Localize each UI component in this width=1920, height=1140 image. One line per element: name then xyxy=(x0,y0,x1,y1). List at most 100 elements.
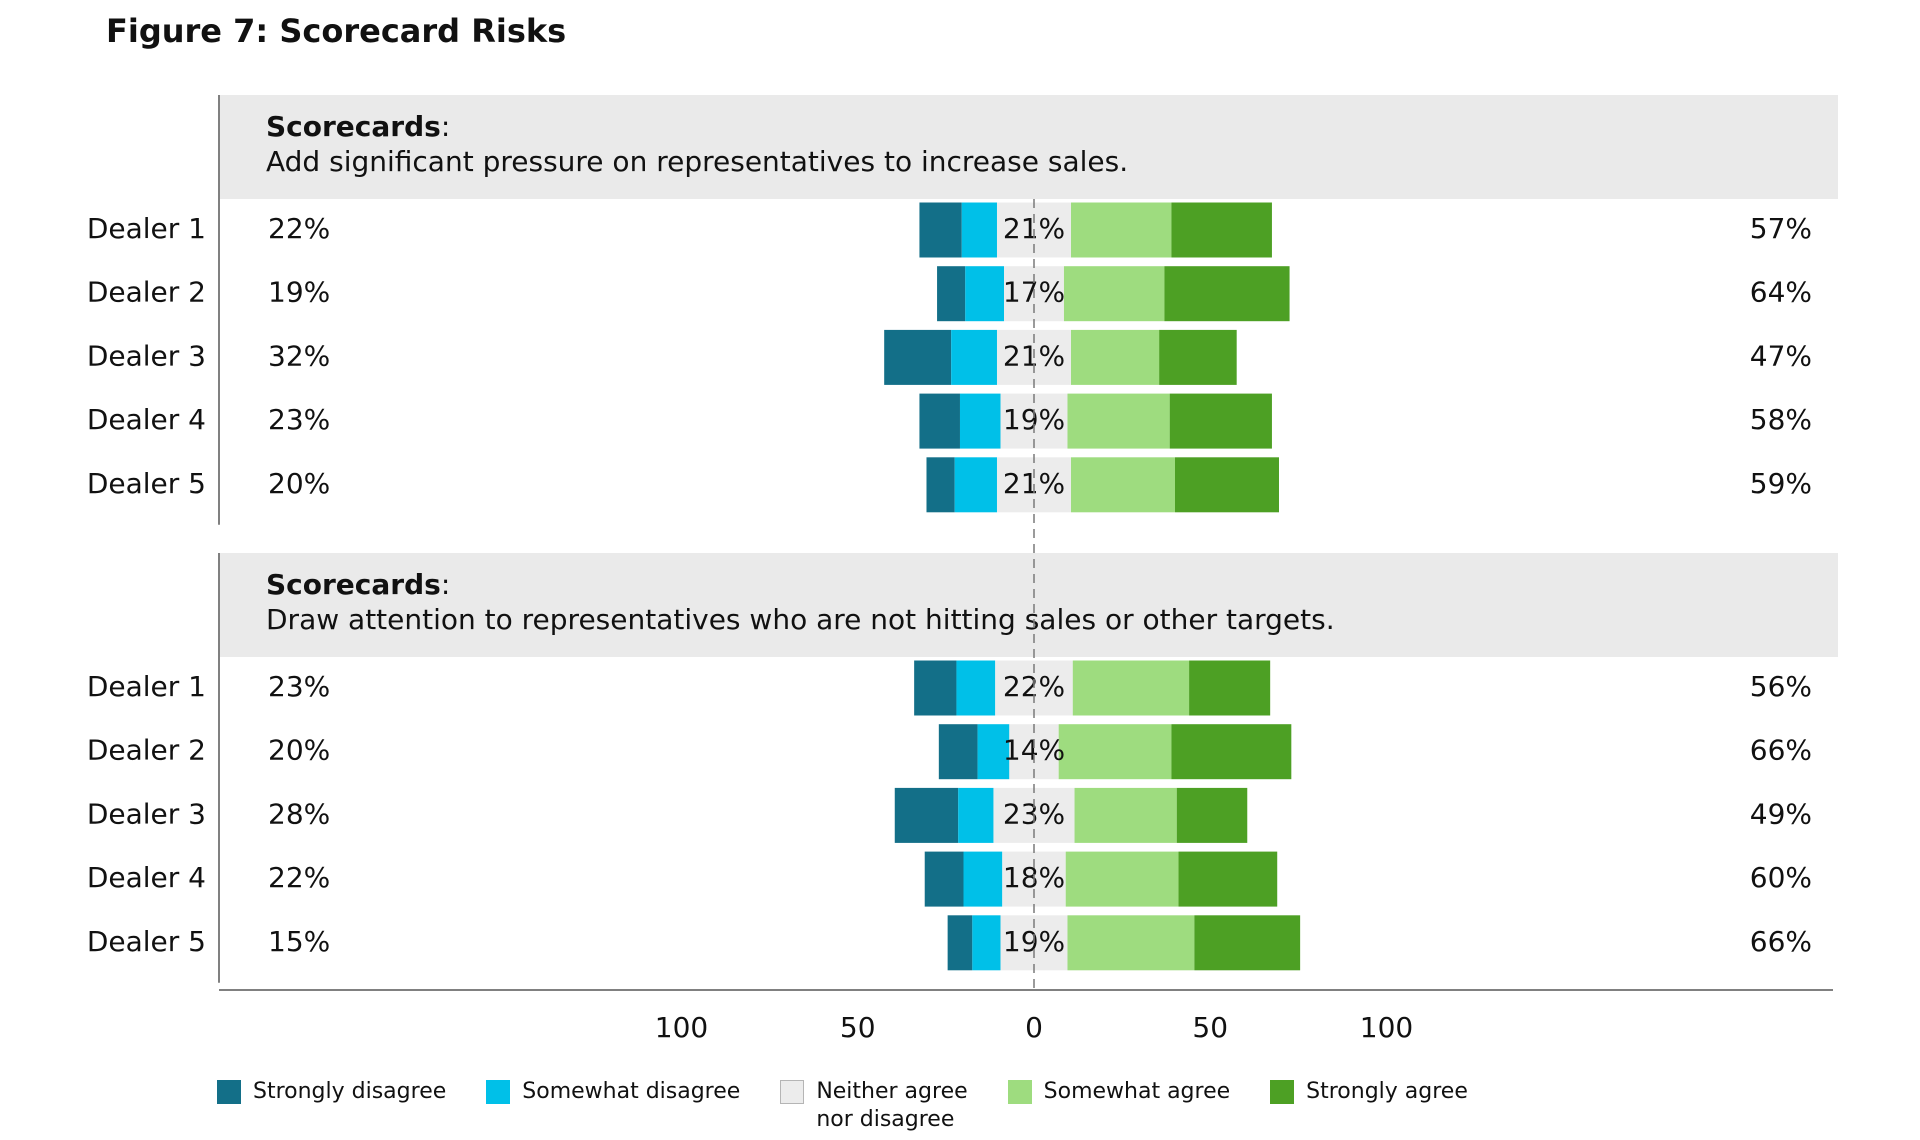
legend-label-strongly-disagree: Strongly disagree xyxy=(253,1079,447,1104)
panel-1-row-2-bar-somewhat-disagree xyxy=(965,266,1005,322)
panel-1-row-2-disagree-pct: 19% xyxy=(268,276,330,309)
panel-1-row-1-bar-somewhat-agree xyxy=(1071,202,1172,258)
legend-label-neither: Neither agree nor disagree xyxy=(816,1079,968,1132)
panel-1-row-4-bar-somewhat-agree xyxy=(1067,393,1170,449)
x-tick-label-1: 100 xyxy=(655,1011,708,1044)
panel-2-row-4-label: Dealer 4 xyxy=(87,861,206,894)
panel-1-row-5-agree-pct: 59% xyxy=(1750,467,1812,500)
panel-1-row-4-agree-pct: 58% xyxy=(1750,403,1812,436)
figure-title: Figure 7: Scorecard Risks xyxy=(106,12,567,50)
panel-1-row-4-bar-strongly-agree xyxy=(1169,393,1272,449)
panel-1-row-4-bar-strongly-disagree xyxy=(919,393,960,449)
legend-swatch-somewhat-disagree xyxy=(486,1080,511,1104)
panel-2-row-3-bar-somewhat-disagree xyxy=(958,787,994,843)
panel-2-heading-colon: : xyxy=(441,568,450,601)
panel-1-heading-colon: : xyxy=(441,110,450,143)
x-tick-label-2: 50 xyxy=(840,1011,876,1044)
panel-2-row-1-bar-somewhat-disagree xyxy=(956,660,996,716)
x-tick-label-4: 50 xyxy=(1192,1011,1228,1044)
panel-2-row-4-agree-pct: 60% xyxy=(1750,861,1812,894)
panel-2-row-2-bar-somewhat-disagree xyxy=(977,724,1010,780)
panel-2-row-3-bar-somewhat-agree xyxy=(1074,787,1177,843)
panel-2-row-2-bar-somewhat-agree xyxy=(1058,724,1172,780)
panel-1-row-1-bar-strongly-agree xyxy=(1171,202,1272,258)
panel-2-row-2-bar-strongly-disagree xyxy=(938,724,978,780)
panel-1-row-3-disagree-pct: 32% xyxy=(268,339,330,372)
panel-2-row-4-bar-somewhat-disagree xyxy=(963,851,1003,907)
legend-swatch-somewhat-agree xyxy=(1007,1080,1032,1104)
panel-1-row-5-disagree-pct: 20% xyxy=(268,467,330,500)
panel-1-row-3-bar-strongly-agree xyxy=(1159,329,1237,385)
panel-2-row-3-agree-pct: 49% xyxy=(1750,797,1812,830)
panel-2-row-5-label: Dealer 5 xyxy=(87,925,206,958)
panel-2-row-3-disagree-pct: 28% xyxy=(268,797,330,830)
legend-item-strongly-agree: Strongly agree xyxy=(1270,1078,1468,1134)
panel-1-row-4-label: Dealer 4 xyxy=(87,403,206,436)
panel-1-subtitle: Add significant pressure on representati… xyxy=(266,145,1128,178)
legend-swatch-strongly-agree xyxy=(1270,1080,1295,1104)
panel-2-row-4-bar-strongly-agree xyxy=(1178,851,1278,907)
legend-item-neither: Neither agree nor disagree xyxy=(780,1078,968,1134)
panel-2-row-1-disagree-pct: 23% xyxy=(268,670,330,703)
panel-1-row-2-bar-somewhat-agree xyxy=(1063,266,1165,322)
panel-2-row-3-label: Dealer 3 xyxy=(87,797,206,830)
panel-1-row-1-label: Dealer 1 xyxy=(87,212,206,245)
panel-1-row-3-agree-pct: 47% xyxy=(1750,339,1812,372)
panel-2-heading: Scorecards: xyxy=(266,568,450,601)
panel-1-row-5-label: Dealer 5 xyxy=(87,467,206,500)
panel-2-row-5-agree-pct: 66% xyxy=(1750,925,1812,958)
panel-2-row-5-bar-strongly-agree xyxy=(1194,915,1301,971)
panel-2-row-3-bar-strongly-agree xyxy=(1176,787,1248,843)
legend-label-somewhat-disagree: Somewhat disagree xyxy=(522,1079,741,1104)
legend-label-somewhat-agree: Somewhat agree xyxy=(1043,1079,1231,1104)
panel-2-row-1-bar-strongly-disagree xyxy=(914,660,957,716)
legend-label-strongly-agree: Strongly agree xyxy=(1306,1079,1468,1104)
panel-1-row-1-bar-somewhat-disagree xyxy=(961,202,997,258)
panel-1-row-1-agree-pct: 57% xyxy=(1750,212,1812,245)
panel-2-row-1-bar-somewhat-agree xyxy=(1072,660,1190,716)
panel-1-row-5-bar-strongly-agree xyxy=(1175,457,1279,513)
x-tick-label-3: 0 xyxy=(1025,1011,1043,1044)
panel-1-row-3-bar-somewhat-agree xyxy=(1071,329,1160,385)
panel-1-row-3-label: Dealer 3 xyxy=(87,339,206,372)
panel-2-header-bg xyxy=(219,553,1838,657)
x-tick-label-5: 100 xyxy=(1360,1011,1413,1044)
panel-1-row-2-agree-pct: 64% xyxy=(1750,276,1812,309)
panel-2-row-5-bar-somewhat-disagree xyxy=(972,915,1001,971)
panel-1-row-2-bar-strongly-disagree xyxy=(937,266,966,322)
panel-2-row-5-bar-somewhat-agree xyxy=(1067,915,1195,971)
panel-1-row-3-bar-somewhat-disagree xyxy=(951,329,997,385)
panel-2-row-2-agree-pct: 66% xyxy=(1750,734,1812,767)
legend-item-strongly-disagree: Strongly disagree xyxy=(217,1078,446,1134)
panel-2-row-5-bar-strongly-disagree xyxy=(947,915,973,971)
panel-1-row-2-bar-strongly-agree xyxy=(1164,266,1290,322)
panel-1-row-5-bar-somewhat-agree xyxy=(1071,457,1175,513)
panel-2-subtitle: Draw attention to representatives who ar… xyxy=(266,603,1335,636)
panel-2-row-5-disagree-pct: 15% xyxy=(268,925,330,958)
panel-1-row-1-disagree-pct: 22% xyxy=(268,212,330,245)
panel-2-row-3-bar-strongly-disagree xyxy=(894,787,959,843)
panel-1-header-bg xyxy=(219,95,1838,199)
panel-1-row-4-disagree-pct: 23% xyxy=(268,403,330,436)
panel-2-row-4-bar-strongly-disagree xyxy=(924,851,964,907)
panel-2-row-2-disagree-pct: 20% xyxy=(268,734,330,767)
legend-item-somewhat-disagree: Somewhat disagree xyxy=(486,1078,740,1134)
panel-2-row-4-disagree-pct: 22% xyxy=(268,861,330,894)
panel-1-row-5-bar-somewhat-disagree xyxy=(954,457,997,513)
legend-swatch-strongly-disagree xyxy=(217,1080,241,1104)
panel-2-row-2-label: Dealer 2 xyxy=(87,734,206,767)
panel-2-row-1-bar-strongly-agree xyxy=(1189,660,1271,716)
panel-1-row-5-bar-strongly-disagree xyxy=(926,457,955,513)
panel-1-heading: Scorecards: xyxy=(266,110,450,143)
panel-1-row-3-bar-strongly-disagree xyxy=(884,329,952,385)
panel-2-row-1-label: Dealer 1 xyxy=(87,670,206,703)
legend-item-somewhat-agree: Somewhat agree xyxy=(1007,1078,1231,1134)
panel-2-row-1-agree-pct: 56% xyxy=(1750,670,1812,703)
panel-2-row-2-bar-strongly-agree xyxy=(1171,724,1292,780)
panel-1-row-1-bar-strongly-disagree xyxy=(919,202,962,258)
panel-1-row-4-bar-somewhat-disagree xyxy=(959,393,1001,449)
legend-swatch-neither xyxy=(780,1080,805,1104)
panel-1-row-2-label: Dealer 2 xyxy=(87,276,206,309)
chart-legend: Strongly disagree Somewhat disagree Neit… xyxy=(217,1078,1508,1134)
